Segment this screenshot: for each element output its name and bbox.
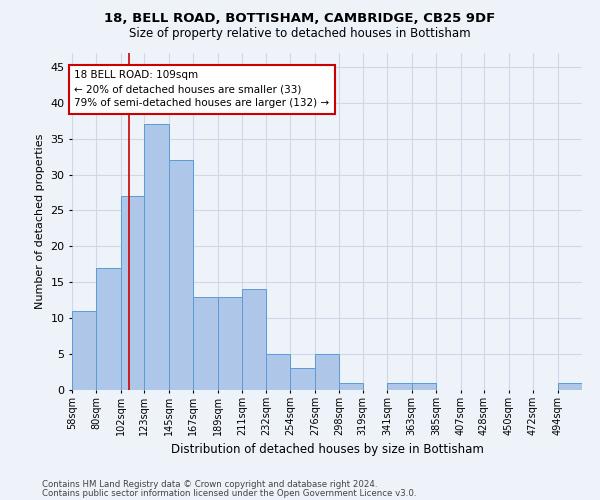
Text: 18, BELL ROAD, BOTTISHAM, CAMBRIDGE, CB25 9DF: 18, BELL ROAD, BOTTISHAM, CAMBRIDGE, CB2…: [104, 12, 496, 26]
Bar: [387, 383, 412, 390]
Bar: [266, 354, 290, 390]
Bar: [290, 368, 315, 390]
Bar: [315, 354, 339, 390]
Text: Size of property relative to detached houses in Bottisham: Size of property relative to detached ho…: [129, 28, 471, 40]
Bar: [97, 268, 121, 390]
Bar: [557, 383, 582, 390]
Bar: [218, 296, 242, 390]
Bar: [121, 196, 145, 390]
Text: 18 BELL ROAD: 109sqm
← 20% of detached houses are smaller (33)
79% of semi-detac: 18 BELL ROAD: 109sqm ← 20% of detached h…: [74, 70, 329, 108]
Text: Contains public sector information licensed under the Open Government Licence v3: Contains public sector information licen…: [42, 489, 416, 498]
X-axis label: Distribution of detached houses by size in Bottisham: Distribution of detached houses by size …: [170, 444, 484, 456]
Text: Contains HM Land Registry data © Crown copyright and database right 2024.: Contains HM Land Registry data © Crown c…: [42, 480, 377, 489]
Bar: [339, 383, 362, 390]
Y-axis label: Number of detached properties: Number of detached properties: [35, 134, 44, 309]
Bar: [412, 383, 436, 390]
Bar: [169, 160, 193, 390]
Bar: [242, 290, 266, 390]
Bar: [72, 311, 97, 390]
Bar: [145, 124, 169, 390]
Bar: [193, 296, 218, 390]
